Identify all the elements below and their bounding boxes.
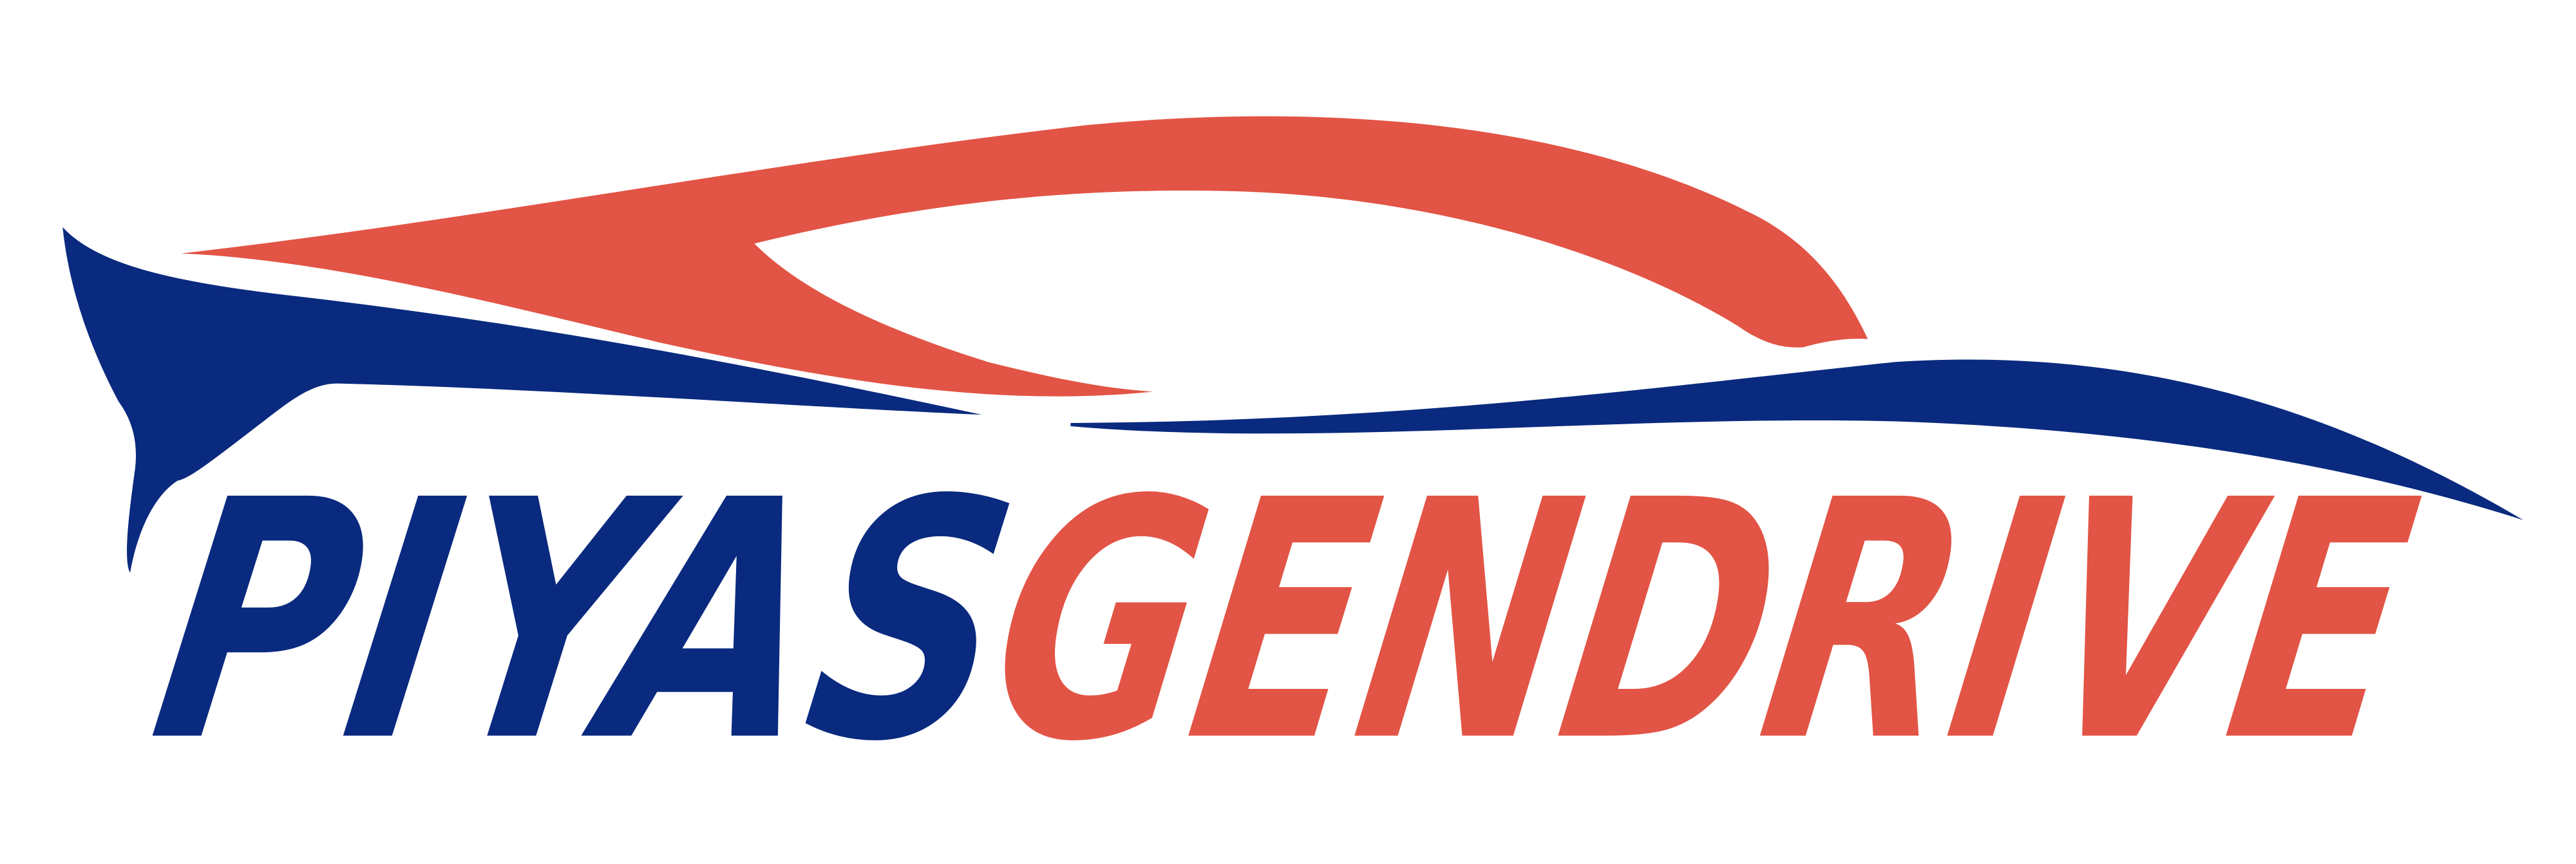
front-swoosh [62,227,982,573]
wordmark: PIYAS GENDRIVE [135,431,2436,814]
roof-swoosh [181,116,1868,397]
car-silhouette-icon [62,116,2524,573]
wordmark-part1: PIYAS [135,431,1036,814]
side-swoosh [1070,359,2524,520]
wordmark-part2: GENDRIVE [971,431,2435,814]
